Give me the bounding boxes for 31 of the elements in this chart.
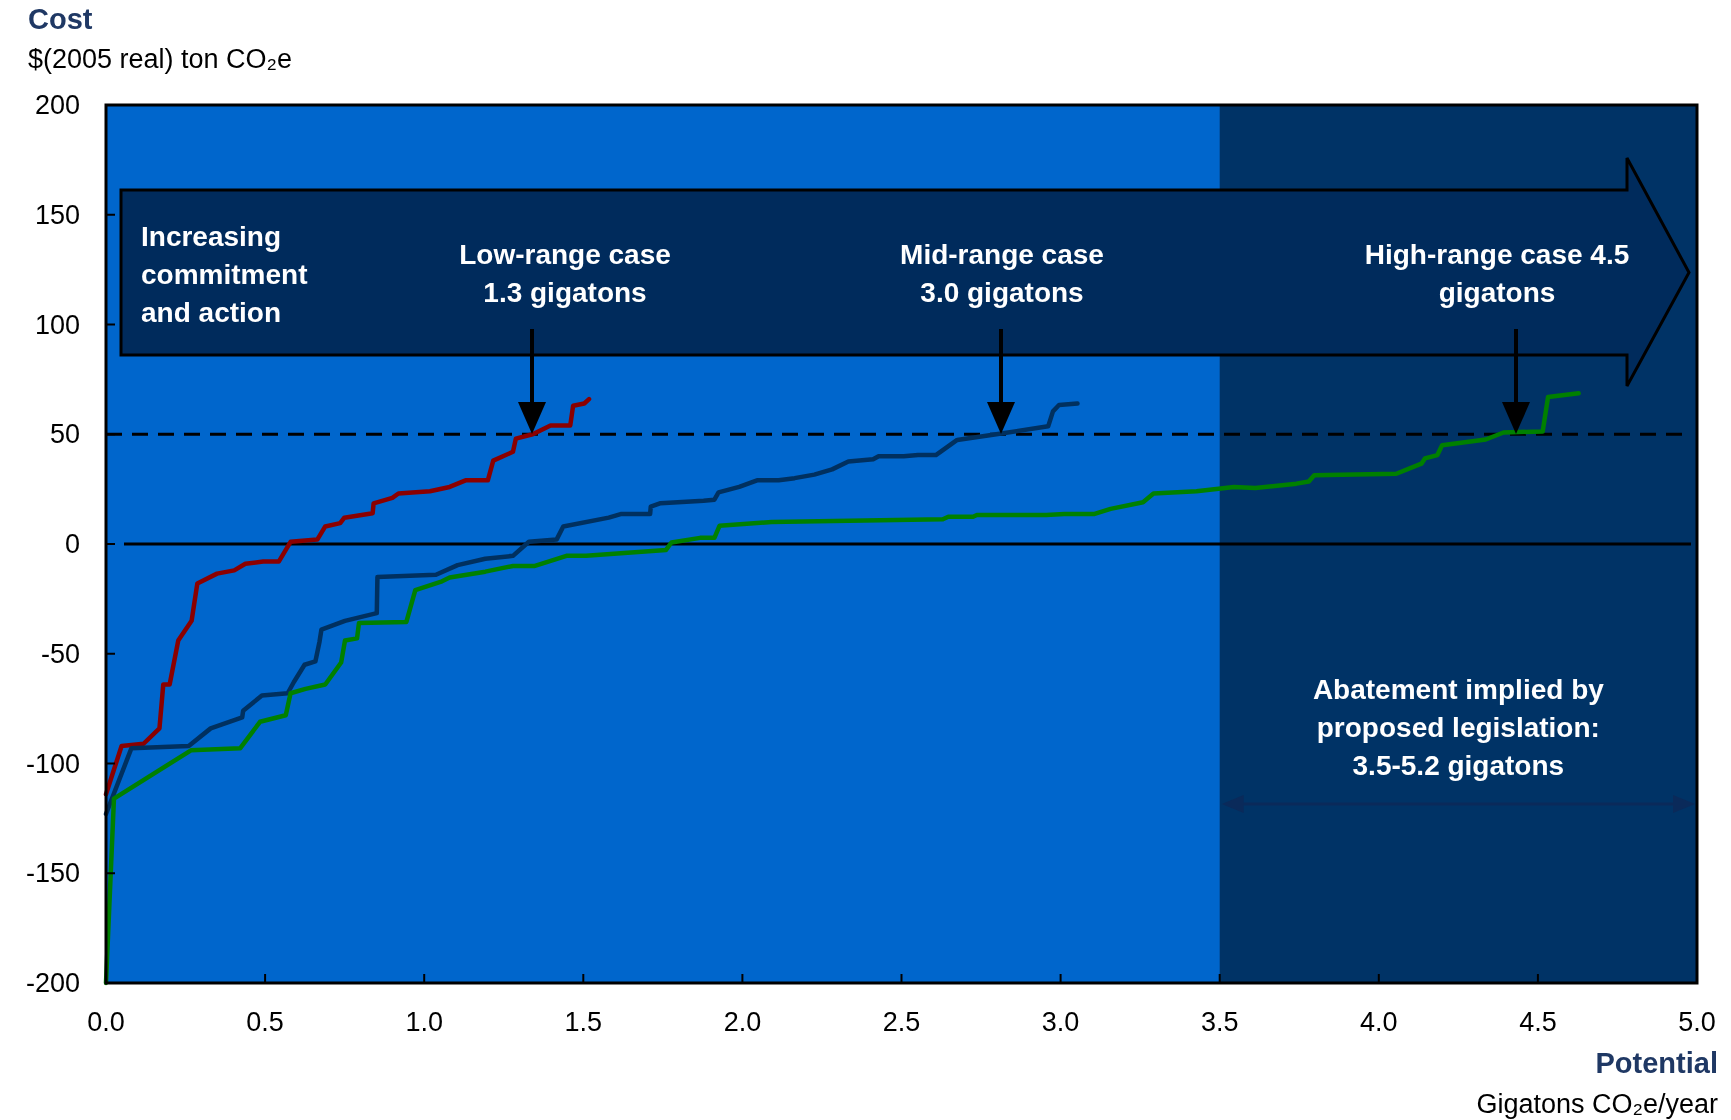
- annotation: Mid-range case 3.0 gigatons: [900, 239, 1104, 308]
- annotation: High-range case 4.5 gigatons: [1364, 239, 1630, 308]
- y-tick-label: -50: [40, 638, 80, 669]
- y-tick-label: -150: [25, 858, 80, 889]
- text: Gigatons CO₂e/year: [1476, 1089, 1718, 1119]
- line-series: [103, 396, 592, 797]
- x-tick-label: 2.0: [723, 1007, 762, 1037]
- x-tick-label: 2.5: [882, 1007, 921, 1037]
- band-label: Abatement implied by proposed legislation: 3.5-5.2 gigatons: [1312, 674, 1605, 781]
- chart-title: Cost: [28, 3, 93, 35]
- x-tick-label: 3.0: [1041, 1007, 1080, 1037]
- x-tick-label: 0.0: [87, 1007, 125, 1037]
- x-axis-title: Potential: [1595, 1047, 1718, 1079]
- x-tick-label: 3.5: [1200, 1007, 1239, 1037]
- y-tick-label: 0: [64, 529, 80, 559]
- y-tick-label: -200: [25, 968, 80, 998]
- y-tick-label: 150: [34, 199, 80, 230]
- x-tick-label: 4.0: [1360, 1007, 1398, 1037]
- x-tick-label: 5.0: [1678, 1007, 1716, 1037]
- y-tick-label: 100: [34, 309, 80, 340]
- y-tick-label: -100: [25, 748, 80, 779]
- x-tick-label: 1.0: [405, 1007, 443, 1037]
- line-series: [103, 401, 1080, 817]
- y-tick-label: 200: [34, 90, 80, 120]
- y-tick-label: 50: [49, 419, 80, 450]
- x-tick-label: 4.5: [1519, 1007, 1557, 1037]
- text: $(2005 real) ton CO₂e: [28, 44, 293, 74]
- x-tick-label: 0.5: [246, 1007, 284, 1037]
- annotation: Low-range case 1.3 gigatons: [459, 239, 671, 308]
- x-tick-label: 1.5: [564, 1007, 603, 1037]
- annotation: Increasing commitment and action: [141, 221, 308, 328]
